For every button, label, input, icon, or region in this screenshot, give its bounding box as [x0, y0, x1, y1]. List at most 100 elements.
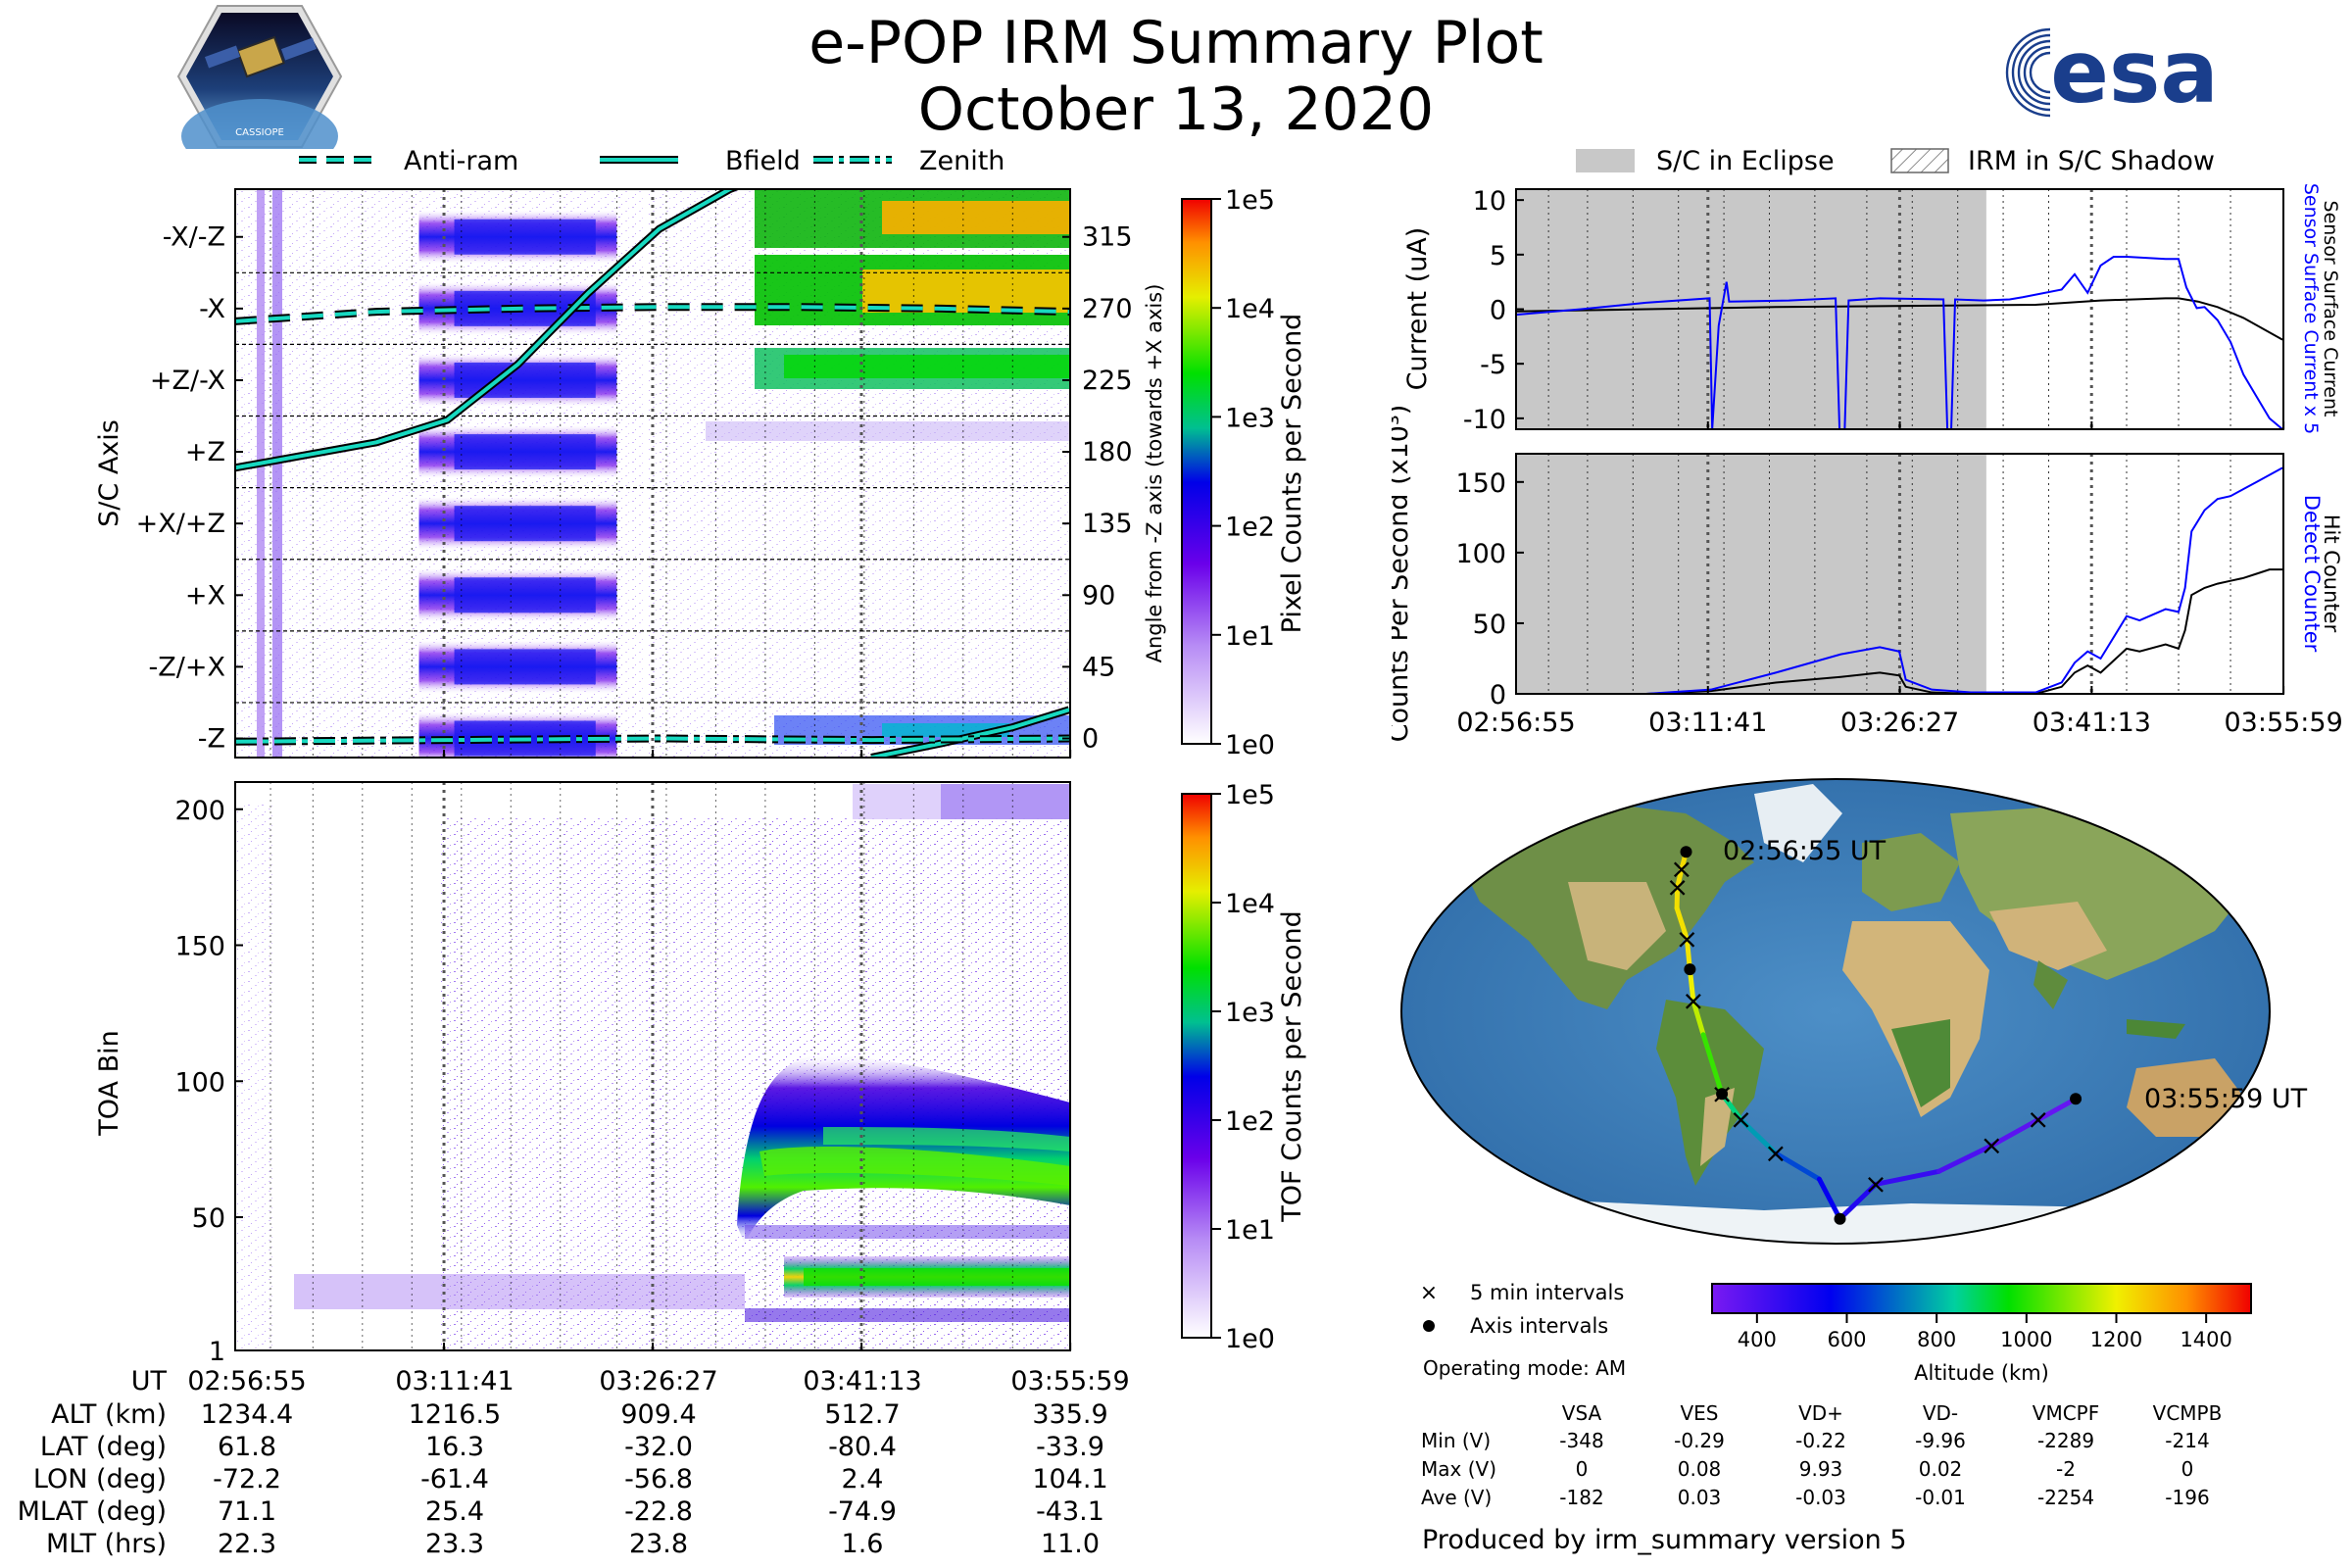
- ephemeris-row-label: MLT (hrs): [45, 1529, 167, 1559]
- pixel-band-core: [454, 219, 596, 255]
- pixel-y2tick-label: 135: [1082, 509, 1133, 539]
- pixel-ytick-label: -X: [199, 294, 225, 324]
- pixel-band-core: [454, 362, 596, 398]
- stats-value: -182: [1559, 1486, 1604, 1509]
- stats-column-header: VCMPB: [2152, 1401, 2223, 1425]
- stats-value: -0.03: [1795, 1486, 1846, 1509]
- esa-logo-text: esa: [2050, 22, 2218, 120]
- pixel-band-core: [454, 434, 596, 470]
- map-legend: × 5 min intervals Axis intervals: [1420, 1281, 1625, 1338]
- tof-ytick-label: 150: [174, 932, 225, 962]
- orbit-track-segment: [1838, 1181, 1879, 1222]
- pixel-ytick-label: -X/-Z: [163, 222, 225, 253]
- legend-bfield: Bfield: [725, 146, 801, 176]
- pixel-ytick-label: +X: [185, 580, 225, 611]
- pixel-ytick-label: +X/+Z: [136, 509, 225, 539]
- counts-panel: 150 100 50 0 02:56:55 03:11:41 03:26:27 03:41:…: [1392, 405, 2343, 743]
- stats-value: 0.08: [1677, 1457, 1722, 1481]
- altitude-tick-label: 1200: [2090, 1328, 2142, 1351]
- pixel-band-core: [454, 577, 596, 613]
- ephemeris-table: UT 02:56:55 03:11:41 03:26:27 03:41:13 03:55…: [0, 1365, 1176, 1561]
- track-axis-marker: [1684, 963, 1696, 976]
- legend-shadow: IRM in S/C Shadow: [1968, 146, 2215, 176]
- ephemeris-value: 1234.4: [200, 1399, 294, 1430]
- tof-ytick-label: 100: [174, 1067, 225, 1098]
- ephemeris-value: 25.4: [424, 1496, 485, 1527]
- orbit-track-segment: [1738, 1117, 1779, 1156]
- pixel-y2tick-label: 90: [1082, 580, 1115, 611]
- stats-value: -0.22: [1795, 1429, 1846, 1452]
- track-5min-marker: ×: [1864, 1167, 1886, 1200]
- orbit-map: ×××××××××× 02:56:55 UT 03:55:59 UT: [1400, 778, 2308, 1245]
- ephemeris-value: 22.3: [217, 1529, 277, 1559]
- track-axis-marker: [2070, 1093, 2082, 1105]
- colorbar-tick-label: 1e1: [1225, 621, 1275, 652]
- stats-value: -348: [1559, 1429, 1604, 1452]
- cassiope-logo: CASSIOPE: [176, 5, 343, 149]
- current-right-label-black: Sensor Surface Current: [2320, 201, 2341, 417]
- page-title: e-POP IRM Summary Plot: [808, 9, 1544, 77]
- pixel-ytick-label: -Z/+X: [149, 652, 225, 682]
- ephemeris-header-label: UT: [130, 1366, 167, 1396]
- ephemeris-value: 1.6: [841, 1529, 884, 1559]
- ephemeris-value: -74.9: [828, 1496, 897, 1527]
- ephemeris-value: 1216.5: [408, 1399, 502, 1430]
- altitude-tick-label: 1000: [2000, 1328, 2052, 1351]
- pixel-y2label: Angle from -Z axis (towards +X axis): [1143, 284, 1166, 663]
- ephemeris-value: -32.0: [624, 1432, 693, 1462]
- ephemeris-value: -33.9: [1036, 1432, 1104, 1462]
- pixel-ytick-label: +Z: [185, 437, 225, 467]
- ephemeris-time: 03:11:41: [395, 1366, 514, 1396]
- ytick-label: 50: [1473, 610, 1506, 640]
- xtick-label: 03:55:59: [2224, 708, 2342, 738]
- xtick-label: 03:11:41: [1648, 708, 1767, 738]
- ytick-label: 150: [1455, 468, 1506, 499]
- pixel-ytick-label: +Z/-X: [150, 366, 225, 396]
- colorbar-tick-label: 1e0: [1225, 730, 1275, 760]
- ytick-label: -10: [1463, 405, 1506, 435]
- ephemeris-value: 16.3: [424, 1432, 485, 1462]
- ephemeris-row-label: LON (deg): [32, 1464, 167, 1494]
- stats-table: VSA VES VD+ VD- VMCPF VCMPB Min (V) -348 -0.29 -…: [1411, 1401, 2274, 1519]
- track-5min-marker: ×: [1670, 853, 1692, 885]
- legend-x-marker: ×: [1420, 1281, 1438, 1305]
- pixel-ylabel: S/C Axis: [94, 419, 124, 527]
- ytick-label: -5: [1480, 350, 1506, 380]
- ephemeris-time: 03:41:13: [803, 1366, 922, 1396]
- ephemeris-value: 71.1: [217, 1496, 277, 1527]
- counts-ylabel: Counts Per Second (x10³): [1392, 405, 1414, 743]
- orbit-track-segment: [1675, 866, 1685, 891]
- ephemeris-value: 335.9: [1032, 1399, 1108, 1430]
- pixel-y2tick-label: 270: [1082, 294, 1133, 324]
- pixel-y2tick-label: 225: [1082, 366, 1133, 396]
- ytick-label: 100: [1455, 539, 1506, 569]
- counts-right-label-black: Hit Counter: [2320, 514, 2343, 633]
- ephemeris-value: 61.8: [217, 1432, 277, 1462]
- orbit-track-segment: [1988, 1117, 2041, 1149]
- pixel-band-core: [454, 649, 596, 685]
- tof-ytick-label: 200: [174, 796, 225, 826]
- ytick-label: 5: [1490, 241, 1506, 271]
- ephemeris-value: 512.7: [824, 1399, 901, 1430]
- colorbar-tick-label: 1e1: [1225, 1215, 1275, 1246]
- pixel-spectrogram: -X/-Z -X +Z/-X +Z +X/+Z +X -Z/+X -Z 315 270 225 18…: [94, 188, 1166, 759]
- stats-column-header: VMCPF: [2032, 1401, 2100, 1425]
- map-end-label: 03:55:59 UT: [2144, 1084, 2308, 1114]
- track-axis-marker: [1834, 1212, 1846, 1225]
- legend-axis-intervals: Axis intervals: [1470, 1314, 1608, 1338]
- xtick-label: 02:56:55: [1456, 708, 1575, 738]
- current-ylabel: Current (uA): [1402, 227, 1433, 391]
- stats-row-label: Ave (V): [1421, 1486, 1493, 1509]
- ephemeris-value: -80.4: [828, 1432, 897, 1462]
- stats-value: 0: [2180, 1457, 2194, 1481]
- altitude-tick-label: 1400: [2180, 1328, 2231, 1351]
- stats-column-header: VSA: [1561, 1401, 1602, 1425]
- track-5min-marker: ×: [1764, 1137, 1787, 1169]
- legend-dot-marker: [1423, 1320, 1435, 1332]
- pixel-y2tick-label: 45: [1082, 652, 1115, 682]
- track-5min-marker: ×: [1730, 1103, 1752, 1136]
- tof-colorbar: 1e5 1e4 1e3 1e2 1e1 1e0 TOF Counts per Second: [1181, 780, 1307, 1354]
- colorbar-tick-label: 1e4: [1225, 889, 1275, 919]
- stats-value: -2254: [2036, 1486, 2095, 1509]
